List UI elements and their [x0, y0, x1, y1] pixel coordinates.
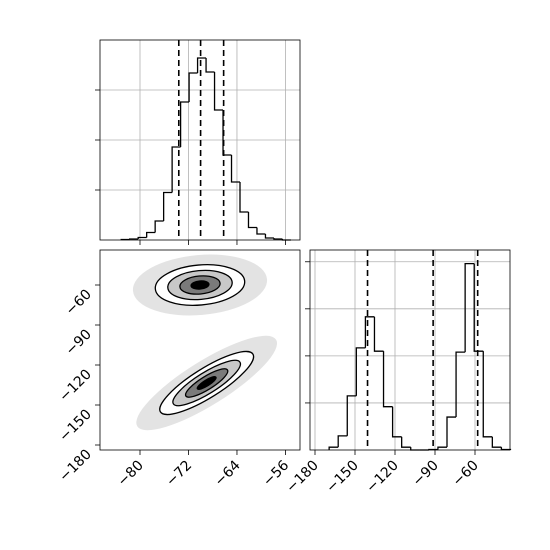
hist-step	[437, 446, 447, 450]
x-tick-label: −150	[323, 458, 362, 497]
y-tick-label: −180	[56, 447, 95, 486]
y-tick-label: −120	[56, 367, 95, 406]
hist-step	[264, 234, 274, 239]
hist-step	[188, 72, 198, 102]
hist-step	[482, 351, 493, 438]
contour-level	[190, 280, 210, 290]
x-tick-label: −60	[450, 458, 482, 490]
hist-step	[129, 238, 139, 240]
y-tick-label: −150	[56, 407, 95, 446]
hist-step	[473, 263, 484, 352]
y-tick-label: −90	[63, 327, 95, 359]
x-tick-label: −90	[410, 458, 442, 490]
hist-step	[346, 395, 357, 436]
x-tick-label: −180	[283, 458, 322, 497]
hist-step	[364, 316, 375, 348]
hist-step	[273, 238, 283, 240]
hist-step	[455, 351, 466, 418]
hist-step	[464, 262, 475, 353]
hist-step	[196, 57, 207, 73]
hist-step	[373, 316, 384, 352]
hist-step	[410, 447, 420, 451]
hist-step	[491, 436, 502, 448]
x-tick-label: −72	[163, 458, 195, 490]
hist-step	[171, 146, 181, 193]
hist-step	[391, 406, 402, 438]
hist-step	[239, 182, 249, 213]
hist-step	[355, 347, 366, 396]
axes-frame	[99, 249, 301, 451]
hist-step	[500, 447, 512, 451]
hist-step	[137, 236, 147, 239]
hist-step	[247, 212, 257, 229]
x-tick-label: −64	[212, 457, 244, 489]
contour-level	[196, 376, 217, 390]
hist-step	[328, 446, 339, 450]
hist-step	[205, 58, 215, 73]
y-tick-label: −60	[63, 287, 95, 319]
axes-frame	[309, 249, 511, 451]
x-tick-label: −80	[115, 458, 147, 490]
hist-step	[146, 231, 156, 238]
hist-step	[337, 435, 348, 448]
hist-step	[154, 220, 164, 233]
hist-step	[230, 155, 240, 183]
hist-step	[213, 72, 224, 111]
axes-frame	[99, 39, 301, 241]
hist-step	[256, 227, 266, 235]
x-tick-label: −120	[363, 458, 402, 497]
hist-step	[179, 101, 190, 147]
hist-step	[162, 191, 173, 221]
hist-step	[401, 436, 411, 448]
hist-step	[382, 351, 393, 408]
hist-step	[446, 416, 457, 448]
